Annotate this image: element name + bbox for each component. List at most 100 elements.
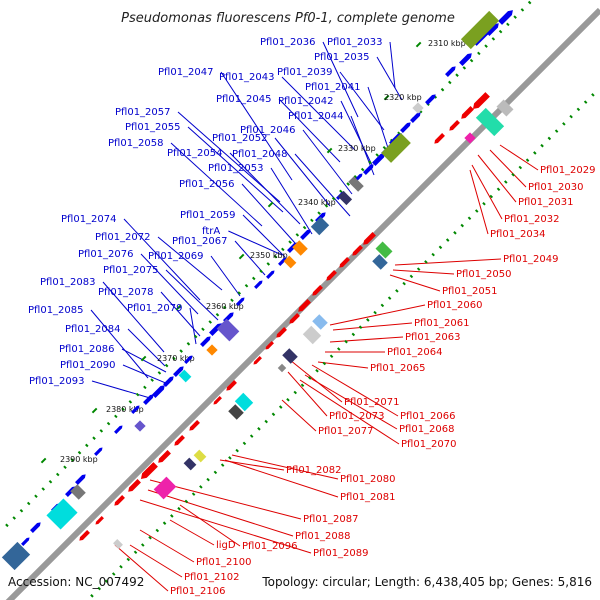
guide-tick [474,209,479,213]
kbp-tick-mark [238,253,245,260]
leader-line-forward [294,153,351,217]
guide-tick [220,463,225,467]
leader-line-forward [121,348,167,373]
reverse-gene-arrow [312,285,323,296]
guide-tick [266,262,271,266]
gene-block-navy [183,457,197,471]
gene-block-lightblue [312,314,328,330]
kbp-tick-label: 2330 kbp [338,144,376,153]
gene-label-reverse: Pfl01_2060 [427,300,483,311]
gene-label-forward: Pfl01_2045 [216,94,272,105]
gene-block-yellow [193,449,207,463]
gene-label-reverse: Pfl01_2080 [340,474,396,485]
guide-tick [170,514,174,518]
guide-tick [547,136,552,141]
leader-line-reverse [139,529,195,563]
reverse-gene-arrow [298,299,311,312]
guide-tick [26,501,31,506]
reverse-gene-arrow [339,257,350,268]
guide-tick [92,436,96,440]
leader-line-forward [210,255,241,297]
gene-label-reverse: Pfl01_2077 [318,426,374,437]
leader-line-forward [339,71,385,131]
guide-tick [70,458,75,462]
gene-label-forward: Pfl01_2076 [78,249,134,260]
gene-label-reverse: Pfl01_2049 [503,254,559,265]
gene-block-magenta [153,476,177,500]
reverse-gene-arrow [461,106,474,119]
guide-tick [358,325,363,329]
guide-tick [293,390,298,395]
gene-label-reverse: Pfl01_2096 [242,541,298,552]
guide-tick [489,194,494,199]
forward-gene-arrow [400,122,411,133]
guide-tick [157,371,162,375]
guide-tick [416,267,421,271]
forward-gene-arrow [30,522,41,533]
guide-tick [453,231,457,235]
gene-label-reverse: ligD [216,540,236,551]
forward-gene-arrow [372,153,385,166]
forward-gene-arrow [94,447,103,456]
guide-tick [244,283,249,288]
gene-block-navy [282,348,298,364]
gene-label-forward: ftrA [202,226,220,237]
reverse-gene-arrow [352,245,363,256]
guide-tick [440,87,445,92]
guide-tick [513,15,517,19]
reverse-gene-arrow [326,270,337,281]
gene-label-forward: Pfl01_2055 [125,122,181,133]
kbp-tick-label: 2360 kbp [206,302,244,311]
gene-block-olive [460,10,500,50]
guide-tick [133,550,138,555]
gene-block-cyan [234,392,254,412]
guide-tick [278,405,283,409]
gene-label-forward: Pfl01_2036 [260,37,316,48]
kbp-tick-label: 2380 kbp [106,405,144,414]
gene-label-forward: Pfl01_2084 [65,324,121,335]
gene-block-olive [381,133,411,163]
guide-tick [569,114,573,119]
forward-gene-arrow [266,270,275,279]
leader-line-reverse [329,336,404,343]
guide-tick [506,22,510,27]
guide-tick [329,354,334,358]
guide-tick [63,465,67,469]
reverse-gene-arrow [213,396,222,405]
kbp-tick-mark [40,457,47,464]
guide-tick [237,291,242,295]
guide-tick [222,305,227,310]
guide-tick [281,247,285,252]
leader-line-reverse [147,489,294,537]
leader-line-forward [187,126,284,213]
guide-tick [215,312,220,317]
map-title: Pseudomonas fluorescens Pf0-1, complete … [121,11,455,26]
guide-tick [562,122,566,126]
guide-tick [114,414,118,419]
guide-tick [366,318,370,322]
gene-label-forward: Pfl01_2043 [219,72,275,83]
reverse-gene-arrow [95,516,104,525]
guide-tick [469,58,474,63]
reverse-gene-arrow [265,341,274,350]
forward-gene-arrow [410,112,421,123]
gene-label-forward: Pfl01_2090 [60,360,116,371]
guide-tick [360,167,365,172]
guide-tick [199,485,203,489]
reverse-gene-arrow [114,495,125,506]
guide-tick [34,494,38,499]
guide-tick [337,347,341,351]
forward-gene-arrow [152,385,165,398]
guide-tick [491,37,496,41]
guide-tick [455,73,459,77]
leader-line-forward [102,281,165,353]
gene-label-forward: Pfl01_2059 [180,210,236,221]
gene-label-reverse: Pfl01_2087 [303,514,359,525]
gene-label-reverse: Pfl01_2106 [170,586,226,597]
guide-tick [143,385,147,390]
reverse-gene-arrow [140,462,158,480]
guide-tick [375,153,379,157]
gene-label-forward: Pfl01_2074 [61,214,117,225]
leader-line-forward [220,71,293,181]
